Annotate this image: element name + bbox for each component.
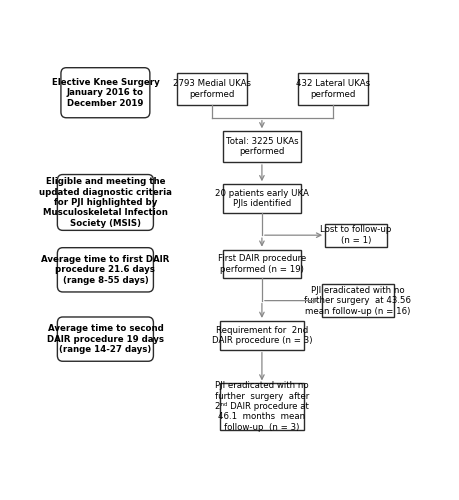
FancyBboxPatch shape xyxy=(57,317,153,362)
Text: Average time to first DAIR
procedure 21.6 days
(range 8-55 days): Average time to first DAIR procedure 21.… xyxy=(41,255,169,284)
Text: 2793 Medial UKAs
performed: 2793 Medial UKAs performed xyxy=(173,79,251,98)
FancyBboxPatch shape xyxy=(61,68,150,117)
Text: PJI eradicated with no
further  surgery  after
2ⁿᵈ DAIR procedure at
46.1  month: PJI eradicated with no further surgery a… xyxy=(215,381,309,432)
FancyBboxPatch shape xyxy=(220,321,304,350)
Text: 432 Lateral UKAs
performed: 432 Lateral UKAs performed xyxy=(296,79,370,98)
FancyBboxPatch shape xyxy=(325,224,387,246)
Text: Average time to second
DAIR procedure 19 days
(range 14-27 days): Average time to second DAIR procedure 19… xyxy=(47,324,164,354)
FancyBboxPatch shape xyxy=(57,174,153,231)
FancyBboxPatch shape xyxy=(223,184,301,213)
Text: First DAIR procedure
performed (n = 19): First DAIR procedure performed (n = 19) xyxy=(218,254,306,274)
Text: PJI eradicated with no
further surgery  at 43.56
mean follow-up (n = 16): PJI eradicated with no further surgery a… xyxy=(304,286,411,316)
FancyBboxPatch shape xyxy=(220,384,304,430)
Text: Lost to follow-up
(n = 1): Lost to follow-up (n = 1) xyxy=(320,226,392,245)
Text: Total: 3225 UKAs
performed: Total: 3225 UKAs performed xyxy=(226,137,298,156)
FancyBboxPatch shape xyxy=(178,72,247,105)
Text: Requirement for  2nd
DAIR procedure (n = 3): Requirement for 2nd DAIR procedure (n = … xyxy=(212,326,312,345)
Text: 20 patients early UKA
PJIs identified: 20 patients early UKA PJIs identified xyxy=(215,189,309,208)
FancyBboxPatch shape xyxy=(57,248,153,292)
FancyBboxPatch shape xyxy=(223,250,301,278)
Text: Eligible and meeting the
updated diagnostic criteria
for PJI highlighted by
Musc: Eligible and meeting the updated diagnos… xyxy=(39,177,172,228)
FancyBboxPatch shape xyxy=(298,72,368,105)
FancyBboxPatch shape xyxy=(223,131,301,162)
Text: Elective Knee Surgery
January 2016 to
December 2019: Elective Knee Surgery January 2016 to De… xyxy=(51,78,159,108)
FancyBboxPatch shape xyxy=(321,284,394,317)
